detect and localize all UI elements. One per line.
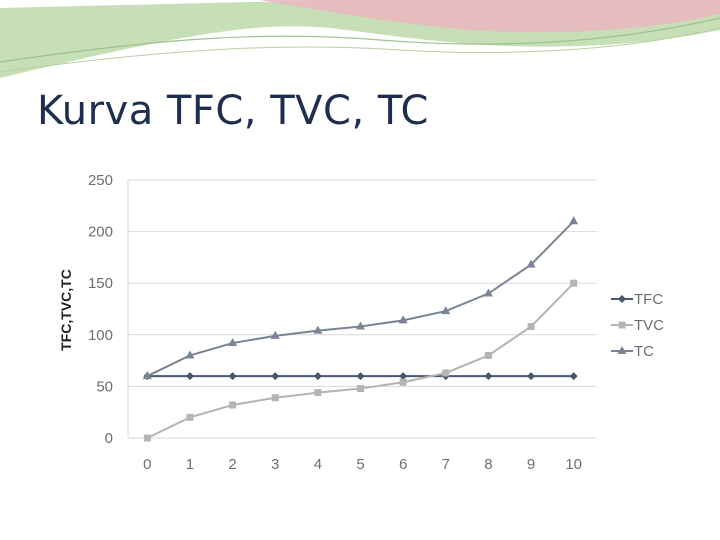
data-point-tfc [185,372,194,381]
x-tick-label: 9 [527,456,535,473]
data-point-tc [142,371,152,380]
data-point-tvc [186,413,194,421]
data-point-tvc [570,279,578,287]
legend-marker-tc [617,346,627,354]
data-point-tfc [228,372,237,381]
x-tick-label: 10 [565,456,582,473]
y-axis-label: TFC,TVC,TC [58,269,74,351]
series-line-tvc [146,282,575,439]
data-point-tc [228,338,238,347]
data-point-tvc [399,378,407,386]
data-point-tfc [356,372,365,381]
data-point-tvc [442,369,450,377]
y-tick-label: 150 [88,275,113,292]
x-tick-label: 1 [186,456,194,473]
data-point-tfc [313,372,322,381]
x-tick-label: 3 [271,456,279,473]
data-point-tfc [484,372,493,381]
data-point-tvc [314,389,322,397]
x-tick-label: 2 [228,456,236,473]
series-line-tc [146,220,575,377]
x-tick-label: 5 [356,456,364,473]
data-point-tvc [271,394,279,402]
data-point-tc [313,325,323,334]
x-tick-label: 6 [399,456,407,473]
x-tick-label: 7 [442,456,450,473]
data-point-tfc [271,372,280,381]
data-point-tc [185,350,195,359]
y-tick-label: 50 [96,378,113,395]
y-tick-label: 0 [105,430,113,447]
legend-label-tvc: TVC [634,317,664,334]
data-point-tc [569,216,579,225]
legend-marker-tvc [618,321,626,329]
data-point-tvc [484,351,492,359]
data-point-tvc [143,434,151,442]
y-tick-label: 200 [88,224,113,241]
data-point-tc [270,330,280,339]
x-tick-label: 0 [143,456,151,473]
data-point-tvc [527,323,535,331]
data-point-tc [398,315,408,324]
decorative-banner [0,0,720,78]
legend-label-tc: TC [634,343,654,360]
data-point-tvc [357,384,364,392]
data-point-tvc [229,401,237,409]
legend-label-tfc: TFC [634,291,663,308]
data-point-tc [356,321,365,330]
data-point-tfc [569,372,578,381]
data-point-tc [526,259,536,268]
data-point-tc [483,288,493,297]
y-tick-label: 100 [88,327,113,344]
legend-marker-tfc [618,295,626,303]
y-tick-label: 250 [88,172,113,189]
data-point-tfc [527,372,536,381]
data-point-tfc [399,372,408,381]
x-tick-label: 4 [314,456,322,473]
page-title: Kurva TFC, TVC, TC [37,88,429,134]
x-tick-label: 8 [484,456,492,473]
data-point-tc [441,306,451,315]
